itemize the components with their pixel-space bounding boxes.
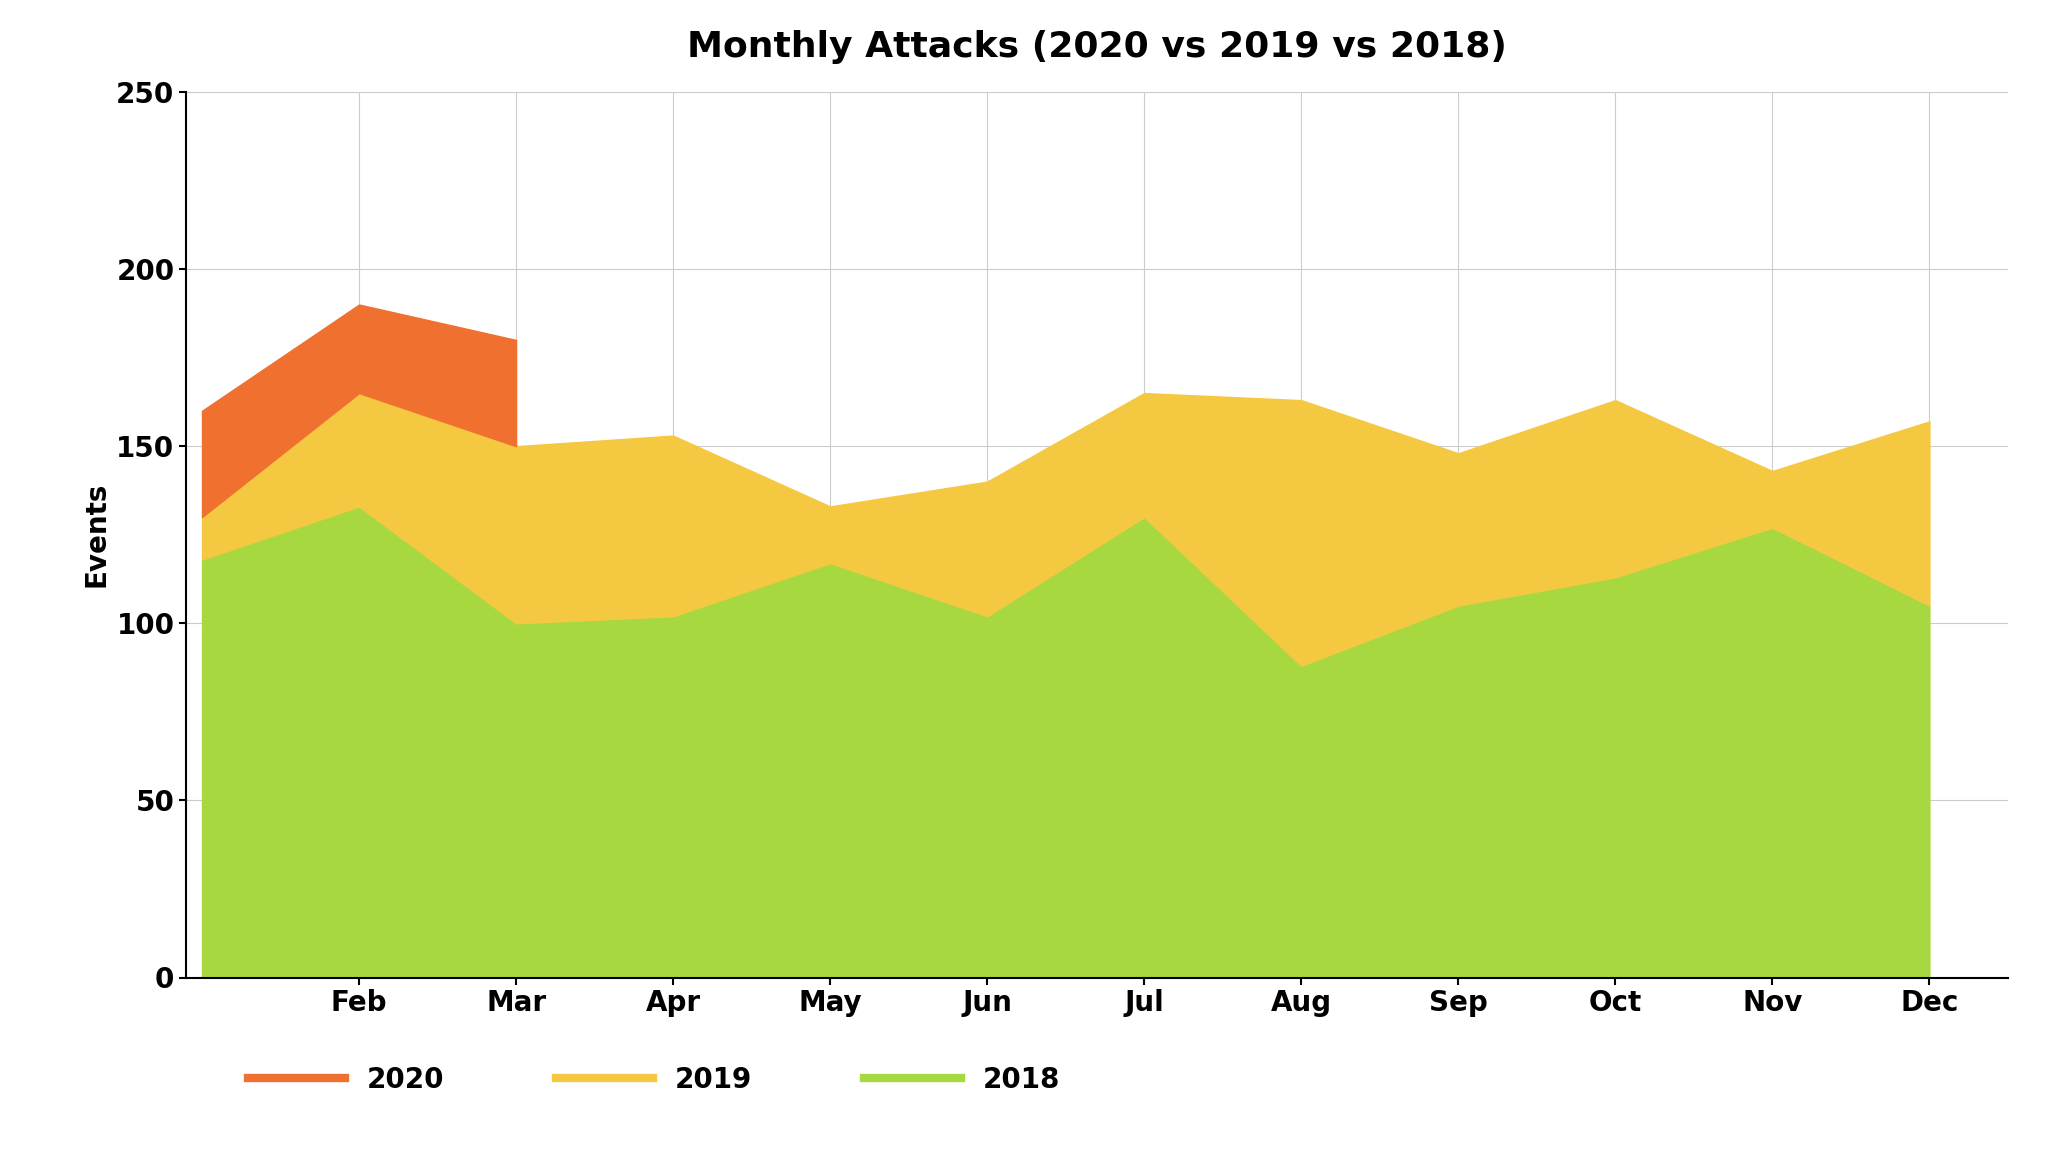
Y-axis label: Events: Events [83, 482, 110, 588]
Legend: 2020, 2019, 2018: 2020, 2019, 2018 [236, 1055, 1072, 1105]
Title: Monthly Attacks (2020 vs 2019 vs 2018): Monthly Attacks (2020 vs 2019 vs 2018) [687, 30, 1507, 64]
